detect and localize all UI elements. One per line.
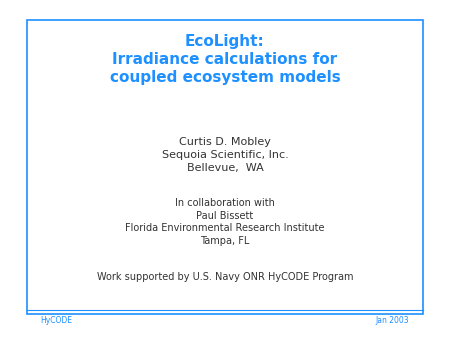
Text: EcoLight:
Irradiance calculations for
coupled ecosystem models: EcoLight: Irradiance calculations for co…: [110, 34, 340, 85]
Text: Jan 2003: Jan 2003: [376, 316, 410, 325]
Text: In collaboration with
Paul Bissett
Florida Environmental Research Institute
Tamp: In collaboration with Paul Bissett Flori…: [125, 198, 325, 246]
Text: Work supported by U.S. Navy ONR HyCODE Program: Work supported by U.S. Navy ONR HyCODE P…: [97, 272, 353, 282]
Text: Curtis D. Mobley
Sequoia Scientific, Inc.
Bellevue,  WA: Curtis D. Mobley Sequoia Scientific, Inc…: [162, 137, 288, 173]
Text: HyCODE: HyCODE: [40, 316, 72, 325]
